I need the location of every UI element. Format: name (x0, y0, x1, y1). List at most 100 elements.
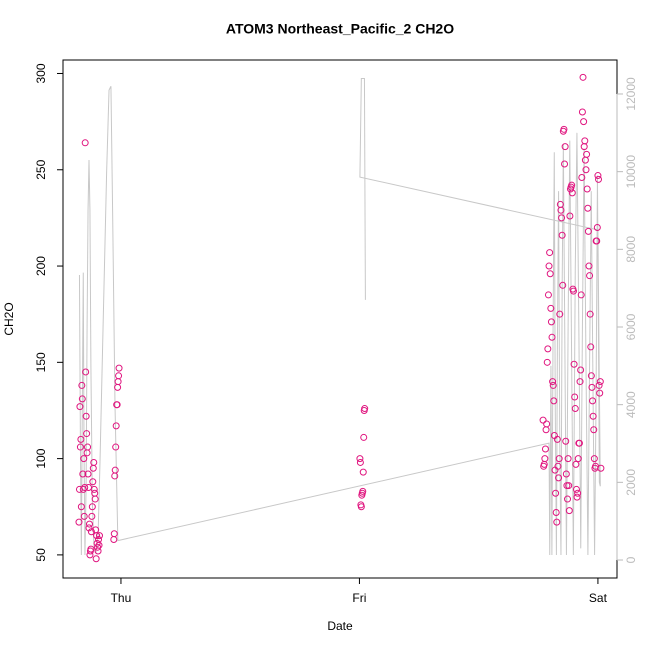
point (115, 364, 123, 372)
point (356, 458, 364, 466)
x-axis-label: Date (327, 619, 353, 633)
point (112, 443, 120, 451)
point (559, 281, 567, 289)
point (89, 464, 97, 472)
point (77, 435, 85, 443)
point (85, 520, 93, 528)
point (543, 420, 551, 428)
point (565, 482, 573, 490)
y-tick-label: 200 (34, 256, 48, 276)
point (560, 125, 568, 133)
point (357, 503, 365, 511)
point (79, 470, 87, 478)
point (111, 466, 119, 474)
point (82, 412, 90, 420)
point (564, 495, 572, 503)
point (87, 545, 95, 553)
point (94, 543, 102, 551)
point (568, 189, 576, 197)
line (78, 77, 601, 555)
point (93, 532, 101, 540)
point (89, 478, 97, 486)
point (112, 422, 120, 430)
y2-tick-label: 8000 (624, 236, 638, 263)
point (91, 495, 99, 503)
point (78, 395, 86, 403)
point (582, 166, 590, 174)
point (114, 378, 122, 386)
point (575, 439, 583, 447)
point (88, 503, 96, 511)
point (549, 378, 557, 386)
x-tick-label: Sat (589, 591, 608, 605)
point (78, 381, 86, 389)
y-tick-label: 100 (34, 448, 48, 468)
point (84, 443, 92, 451)
point (586, 272, 594, 280)
point (597, 464, 605, 472)
point (595, 175, 603, 183)
point (570, 360, 578, 368)
x-tick-label: Thu (111, 591, 132, 605)
point (546, 270, 554, 278)
point (90, 458, 98, 466)
point (584, 227, 592, 235)
point (590, 426, 598, 434)
point (92, 555, 100, 563)
point (569, 287, 577, 295)
point (568, 181, 576, 189)
point (76, 443, 84, 451)
point (542, 426, 550, 434)
point (83, 430, 91, 438)
point (585, 262, 593, 270)
point (361, 405, 369, 413)
point (552, 489, 560, 497)
point (587, 343, 595, 351)
point (552, 509, 560, 517)
point (76, 403, 84, 411)
point (555, 455, 563, 463)
plot-box (62, 59, 618, 579)
point (571, 405, 579, 413)
point (587, 372, 595, 380)
point (583, 150, 591, 158)
point (88, 512, 96, 520)
point (115, 372, 123, 380)
point (564, 455, 572, 463)
point (593, 224, 601, 232)
point (572, 460, 580, 468)
point (110, 530, 118, 538)
point (545, 262, 553, 270)
point (83, 449, 91, 457)
point (554, 462, 562, 470)
point (562, 470, 570, 478)
point (590, 455, 598, 463)
point (541, 445, 549, 453)
point (80, 512, 88, 520)
point (81, 139, 89, 147)
point (541, 455, 549, 463)
point (558, 214, 566, 222)
point (359, 468, 367, 476)
point (584, 204, 592, 212)
point (546, 249, 554, 257)
point (561, 143, 569, 151)
point (595, 381, 603, 389)
point (593, 237, 601, 245)
point (84, 470, 92, 478)
point (544, 345, 552, 353)
point (576, 378, 584, 386)
point (583, 185, 591, 193)
point (581, 137, 589, 145)
y-tick-label: 150 (34, 352, 48, 372)
point (566, 212, 574, 220)
point (548, 333, 556, 341)
point (356, 455, 364, 463)
point (578, 173, 586, 181)
point (574, 489, 582, 497)
point (80, 455, 88, 463)
point (572, 485, 580, 493)
point (544, 291, 552, 299)
point (95, 532, 103, 540)
point (81, 483, 89, 491)
